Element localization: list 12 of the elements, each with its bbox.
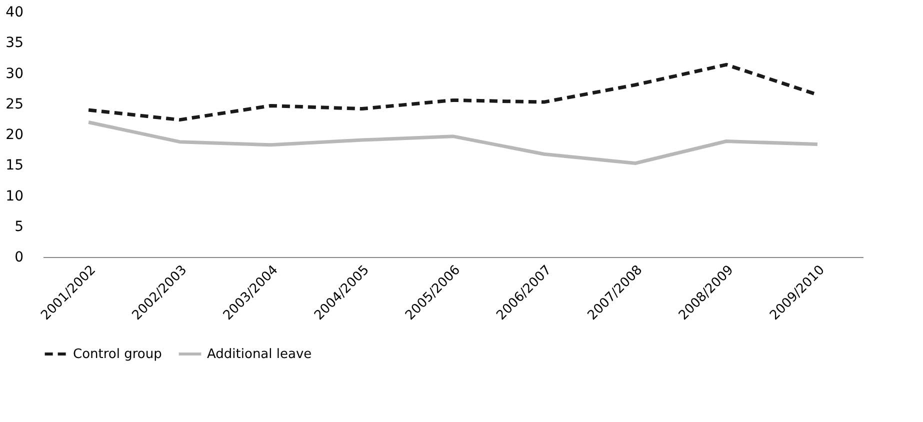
- y-tick-label: 30: [6, 66, 24, 82]
- y-tick-label: 40: [6, 4, 24, 20]
- legend-label: Additional leave: [207, 347, 312, 362]
- y-tick-label: 20: [6, 127, 24, 143]
- y-tick-label: 25: [6, 96, 24, 112]
- y-tick-label: 15: [6, 158, 24, 174]
- legend-label: Control group: [73, 347, 162, 362]
- y-tick-label: 35: [6, 35, 24, 52]
- y-tick-label: 5: [14, 218, 24, 235]
- y-tick-label: 10: [6, 188, 24, 204]
- line-series: [86, 120, 820, 166]
- y-tick-label: 0: [14, 250, 24, 266]
